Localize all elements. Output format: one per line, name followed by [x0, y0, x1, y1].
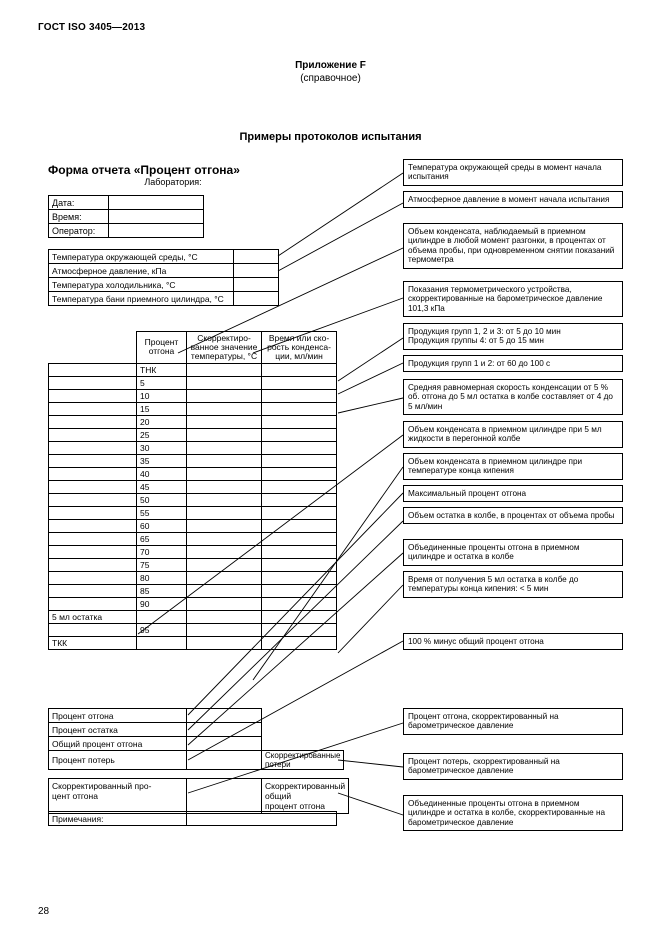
appendix-label: Приложение F	[38, 59, 623, 72]
document-id: ГОСТ ISO 3405—2013	[38, 22, 623, 33]
appendix-sub: (справочное)	[38, 72, 623, 85]
diagram-container: Форма отчета «Процент отгона» Лаборатори…	[38, 153, 623, 875]
page-number: 28	[38, 906, 49, 917]
section-title: Примеры протоколов испытания	[38, 131, 623, 143]
leader-lines	[38, 153, 623, 875]
